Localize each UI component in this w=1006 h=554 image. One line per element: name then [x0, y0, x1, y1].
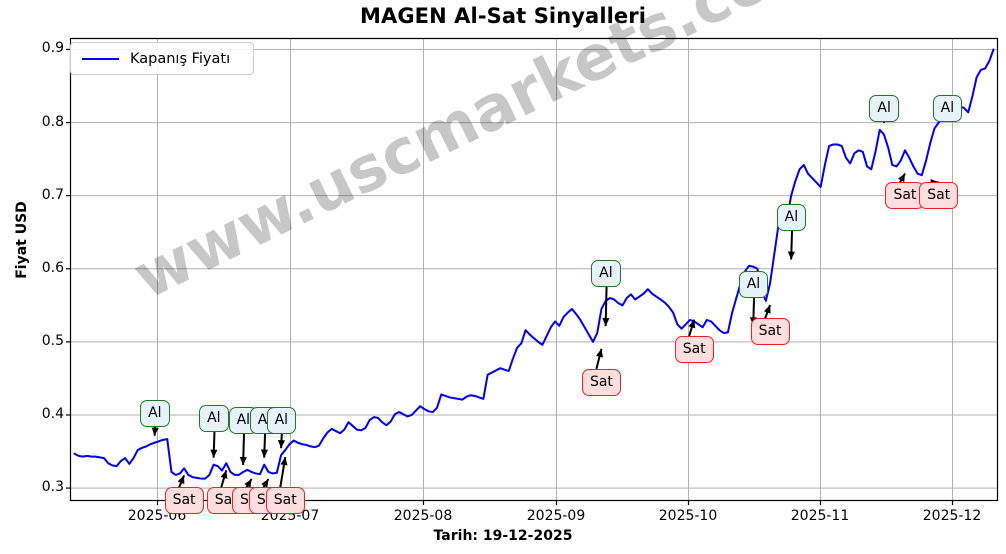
- chart-title: MAGEN Al-Sat Sinyalleri: [359, 4, 647, 28]
- x-tick-label: 2025-09: [526, 507, 586, 524]
- sell-signal-marker: Sat: [919, 182, 959, 210]
- y-tick-label: 0.9: [41, 40, 64, 57]
- buy-signal-marker: Al: [869, 95, 899, 123]
- sell-signal-marker: Sat: [164, 487, 204, 515]
- y-tick-label: 0.5: [41, 332, 64, 349]
- x-tick-label: 2025-08: [393, 507, 453, 524]
- price-line-series: [73, 48, 995, 480]
- buy-signal-marker: Al: [199, 405, 229, 433]
- x-tick-label: 2025-10: [658, 507, 718, 524]
- x-tick-label: 2025-12: [922, 507, 982, 524]
- legend-line-swatch: [82, 57, 119, 60]
- sell-signal-marker: Sat: [674, 335, 714, 363]
- sell-signal-marker: Sat: [885, 182, 925, 210]
- sell-signal-marker: Sat: [581, 368, 621, 396]
- buy-signal-marker: Al: [266, 406, 297, 434]
- chart-legend: Kapanış Fiyatı: [70, 42, 254, 75]
- axes-frame: [69, 37, 999, 502]
- y-tick-label: 0.6: [41, 259, 64, 276]
- buy-signal-marker: Al: [932, 95, 963, 123]
- y-tick-label: 0.8: [41, 113, 64, 130]
- buy-signal-marker: Al: [738, 270, 769, 298]
- y-tick-label: 0.7: [41, 186, 64, 203]
- y-tick-label: 0.3: [41, 479, 64, 496]
- x-tick-label: 2025-11: [790, 507, 850, 524]
- sell-signal-marker: Sat: [265, 487, 305, 515]
- buy-signal-marker: Al: [140, 399, 170, 427]
- x-axis-label: Tarih: 19-12-2025: [433, 528, 573, 544]
- y-tick-label: 0.4: [41, 405, 64, 422]
- legend-label: Kapanış Fiyatı: [130, 50, 231, 67]
- sell-signal-marker: Sat: [750, 318, 790, 346]
- buy-signal-marker: Al: [776, 204, 807, 232]
- buy-signal-marker: Al: [591, 259, 621, 287]
- axis-ticks: [66, 48, 954, 505]
